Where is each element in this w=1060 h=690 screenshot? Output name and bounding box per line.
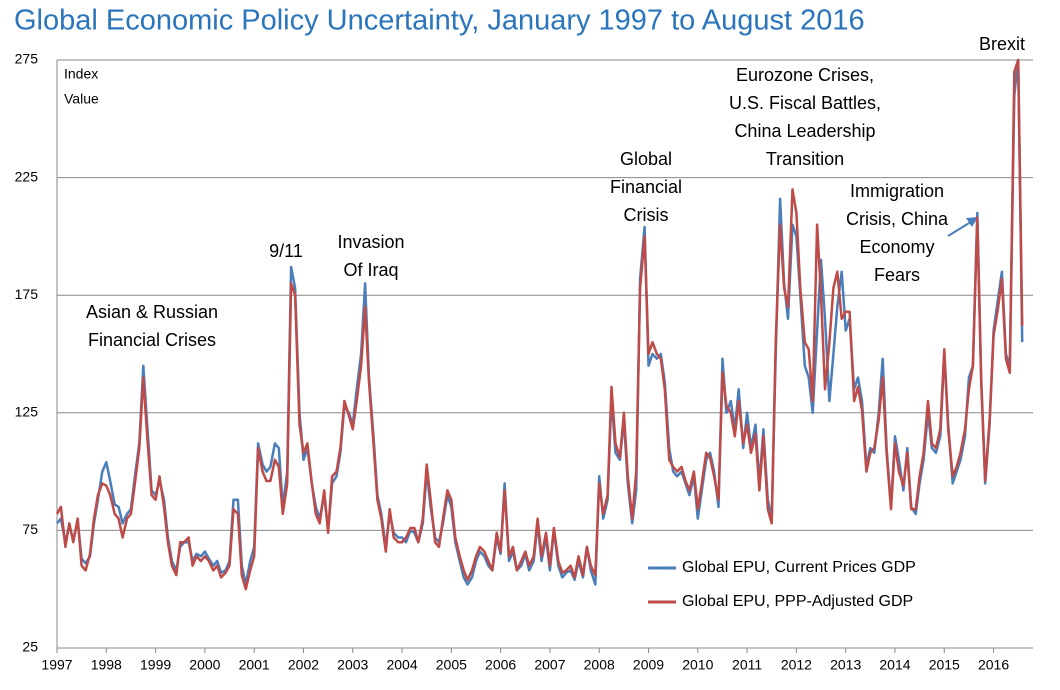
y-tick-label: 225: [15, 168, 39, 184]
annotation: Economy: [859, 237, 934, 257]
annotation: Asian & Russian: [86, 302, 218, 322]
x-tick-label: 2007: [534, 657, 565, 673]
x-tick-label: 2003: [337, 657, 368, 673]
annotation: Fears: [874, 265, 920, 285]
x-tick-label: 2008: [584, 657, 615, 673]
x-tick-label: 2006: [485, 657, 516, 673]
x-tick-label: 1998: [91, 657, 122, 673]
x-tick-label: 1997: [41, 657, 72, 673]
x-tick-label: 2014: [879, 657, 910, 673]
annotation: U.S. Fiscal Battles,: [729, 93, 881, 113]
x-tick-label: 2013: [830, 657, 861, 673]
annotation: Financial Crises: [88, 330, 216, 350]
x-tick-label: 2010: [682, 657, 713, 673]
y-axis-label: Index: [64, 66, 98, 82]
x-tick-label: 2002: [288, 657, 319, 673]
annotation: Eurozone Crises,: [736, 65, 874, 85]
annotation: Brexit: [979, 34, 1025, 54]
y-axis-label: Value: [64, 91, 99, 107]
annotation: China Leadership: [734, 121, 875, 141]
legend-label: Global EPU, PPP-Adjusted GDP: [682, 593, 913, 610]
annotation: Of Iraq: [343, 260, 398, 280]
y-tick-label: 175: [15, 286, 39, 302]
x-tick-label: 2015: [929, 657, 960, 673]
annotation: Global: [620, 149, 672, 169]
y-tick-label: 275: [15, 51, 39, 67]
x-tick-label: 2000: [189, 657, 220, 673]
y-tick-label: 75: [22, 521, 38, 537]
x-tick-label: 2005: [436, 657, 467, 673]
x-tick-label: 2004: [386, 657, 417, 673]
annotation: Immigration: [850, 181, 944, 201]
chart-title: Global Economic Policy Uncertainty, Janu…: [14, 5, 865, 37]
x-tick-label: 2001: [239, 657, 270, 673]
y-tick-label: 25: [22, 639, 38, 655]
y-tick-label: 125: [15, 404, 39, 420]
annotation: Crisis, China: [846, 209, 949, 229]
annotation: Crisis: [624, 205, 669, 225]
series-line: [55, 58, 1024, 591]
annotation-arrowhead: [966, 217, 978, 227]
x-tick-label: 2011: [732, 657, 762, 673]
x-tick-label: 1999: [140, 657, 171, 673]
x-tick-label: 2009: [633, 657, 664, 673]
series-line: [56, 58, 1024, 586]
x-tick-label: 2016: [978, 657, 1009, 673]
legend-label: Global EPU, Current Prices GDP: [682, 559, 916, 576]
annotation: Transition: [766, 149, 844, 169]
annotation: Invasion: [337, 232, 404, 252]
x-tick-label: 2012: [781, 657, 812, 673]
annotation: 9/11: [269, 241, 303, 261]
annotation: Financial: [610, 177, 682, 197]
